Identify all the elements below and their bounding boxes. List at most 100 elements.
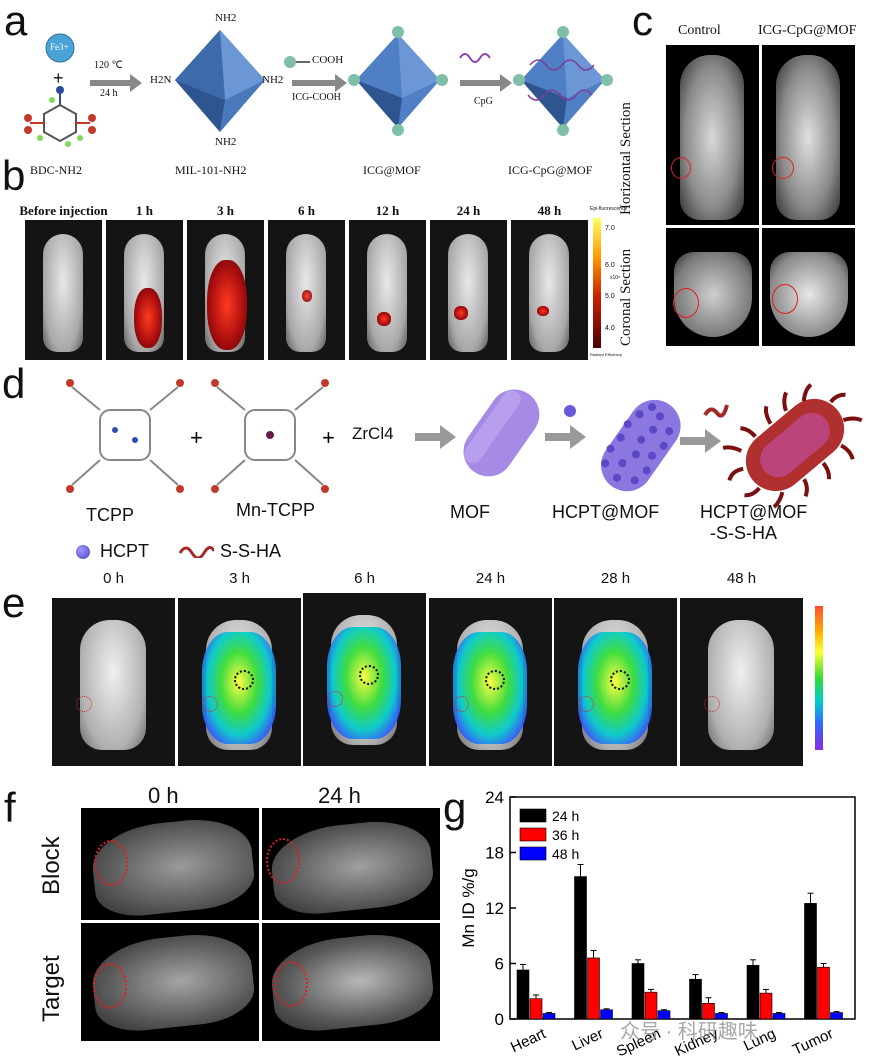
watermark: 众号 · 科研趣味 (620, 1021, 758, 1043)
mri-coronal-control (666, 228, 759, 346)
legend-swatch (519, 846, 547, 861)
panel-e-time-label: 24 h (475, 570, 506, 587)
bdc-nh2-name: BDC-NH2 (30, 163, 83, 177)
panel-f-row-target: Target (38, 955, 65, 1022)
y-tick-label: 0 (495, 1010, 504, 1029)
cooh-label: COOH (312, 54, 344, 66)
scale-tick: 7.0 (605, 225, 615, 232)
mri-block-0h (81, 808, 259, 920)
tcpp-molecule-icon (71, 386, 179, 486)
legend-swatch (519, 827, 547, 842)
hcpt-legend-icon (76, 545, 90, 559)
bar-48h-tumor (830, 1012, 843, 1020)
legend-label: 48 h (552, 846, 579, 862)
panel-e-time-label: 0 h (103, 570, 124, 587)
x-tick-label: Liver (569, 1025, 606, 1054)
panel-e-mouse-image (429, 598, 552, 766)
nh2-bottom: NH2 (215, 136, 237, 148)
plus-sign: + (53, 68, 64, 88)
mri-block-24h (262, 808, 440, 920)
panel-f-letter: f (4, 784, 16, 831)
panel-b-time-label: 24 h (456, 203, 481, 218)
bar-36h-kidney (702, 1002, 715, 1020)
panel-b-mouse-image (511, 220, 588, 360)
bar-24h-tumor (804, 903, 817, 1020)
legend-label: 24 h (552, 808, 579, 824)
icg-mof-icon (348, 26, 448, 136)
x-tick-label: Tumor (790, 1025, 836, 1058)
panel-e-mouse-image (178, 598, 301, 766)
panel-b-time-label: 48 h (537, 203, 562, 218)
panel-c-col-treated: ICG-CpG@MOF (758, 23, 857, 38)
hcpt-mof-icon (601, 399, 681, 492)
panel-e-colorbar (815, 606, 823, 750)
panel-f-col-0h: 0 h (148, 783, 179, 808)
panel-b-colorbar (593, 218, 601, 348)
bar-48h-liver (600, 1009, 613, 1020)
panel-e-mouse-image (52, 598, 175, 766)
hcpt-mof-ss-ha-name-line1: HCPT@MOF (700, 502, 808, 522)
panel-f-col-24h: 24 h (318, 783, 361, 808)
arrow-icon (415, 425, 456, 449)
panel-e-mouse-image (554, 598, 677, 766)
bar-24h-kidney (689, 978, 702, 1020)
mri-horizontal-control (666, 45, 759, 225)
panel-e-time-label: 28 h (600, 570, 631, 587)
bar-48h-heart (542, 1013, 556, 1020)
panel-b-time-label: 3 h (217, 203, 234, 218)
panel-b-mouse-image (106, 220, 183, 360)
hcpt-mof-name: HCPT@MOF (552, 502, 660, 522)
bar-48h-lung (772, 1013, 786, 1020)
nh2-top: NH2 (215, 12, 237, 24)
cpg-icon (459, 53, 491, 63)
panel-b-scale-title: Epi-fluorescence (590, 206, 628, 212)
bar-48h-kidney (715, 1013, 728, 1020)
panel-b-mouse-image (25, 220, 102, 360)
arrow-icon (460, 74, 512, 92)
svg-text:+: + (322, 425, 335, 450)
panel-b-time-label: 12 h (375, 203, 400, 218)
bar-36h-tumor (817, 966, 830, 1020)
svg-text:+: + (190, 425, 203, 450)
bar-24h-liver (574, 876, 587, 1020)
condition-temp: 120 ℃ (94, 60, 123, 71)
hcpt-legend-label: HCPT (100, 541, 149, 561)
mri-coronal-treated (762, 228, 855, 346)
panel-b-scale-foot: Radiant Efficiency (590, 352, 622, 357)
panel-e-mouse-image (680, 598, 803, 766)
y-tick-label: 24 (485, 788, 504, 807)
icg-cpg-mof-icon (513, 26, 613, 136)
panel-g-letter: g (443, 784, 467, 831)
panel-f-row-block: Block (38, 836, 65, 895)
mof-name: MOF (450, 502, 490, 522)
mri-horizontal-treated (762, 45, 855, 225)
panel-b-time-label: 6 h (298, 203, 315, 218)
panel-d-letter: d (2, 360, 26, 407)
y-tick-label: 18 (485, 844, 504, 863)
panel-b-mouse-image (268, 220, 345, 360)
scale-tick: 4.0 (605, 325, 615, 332)
scale-tick: 5.0 (605, 293, 615, 300)
panel-a-letter: a (4, 0, 28, 44)
y-tick-label: 12 (485, 899, 504, 918)
mn-tcpp-name: Mn-TCPP (236, 500, 316, 520)
hcpt-ball-icon (564, 405, 576, 417)
arrow-icon (545, 425, 586, 449)
icg-cpg-mof-name: ICG-CpG@MOF (508, 163, 593, 177)
panel-b-mouse-image (430, 220, 507, 360)
mri-target-24h (262, 923, 440, 1041)
panel-a-scheme (24, 26, 613, 147)
hcpt-mof-ss-ha-icon (722, 383, 863, 509)
panel-b-mouse-image (349, 220, 426, 360)
mn-tcpp-molecule-icon (216, 386, 324, 486)
panel-b-time-label: Before injection (19, 203, 108, 218)
panel-e-mouse-image (303, 593, 426, 766)
y-tick-label: 6 (495, 955, 504, 974)
panel-b-letter: b (2, 152, 26, 199)
icg-cooh-label: ICG-COOH (292, 92, 341, 103)
bar-24h-spleen (631, 963, 645, 1020)
x-tick-label: Heart (508, 1025, 549, 1056)
scale-exp: x10⁸ (610, 275, 621, 281)
ss-ha-legend-icon (178, 546, 214, 558)
